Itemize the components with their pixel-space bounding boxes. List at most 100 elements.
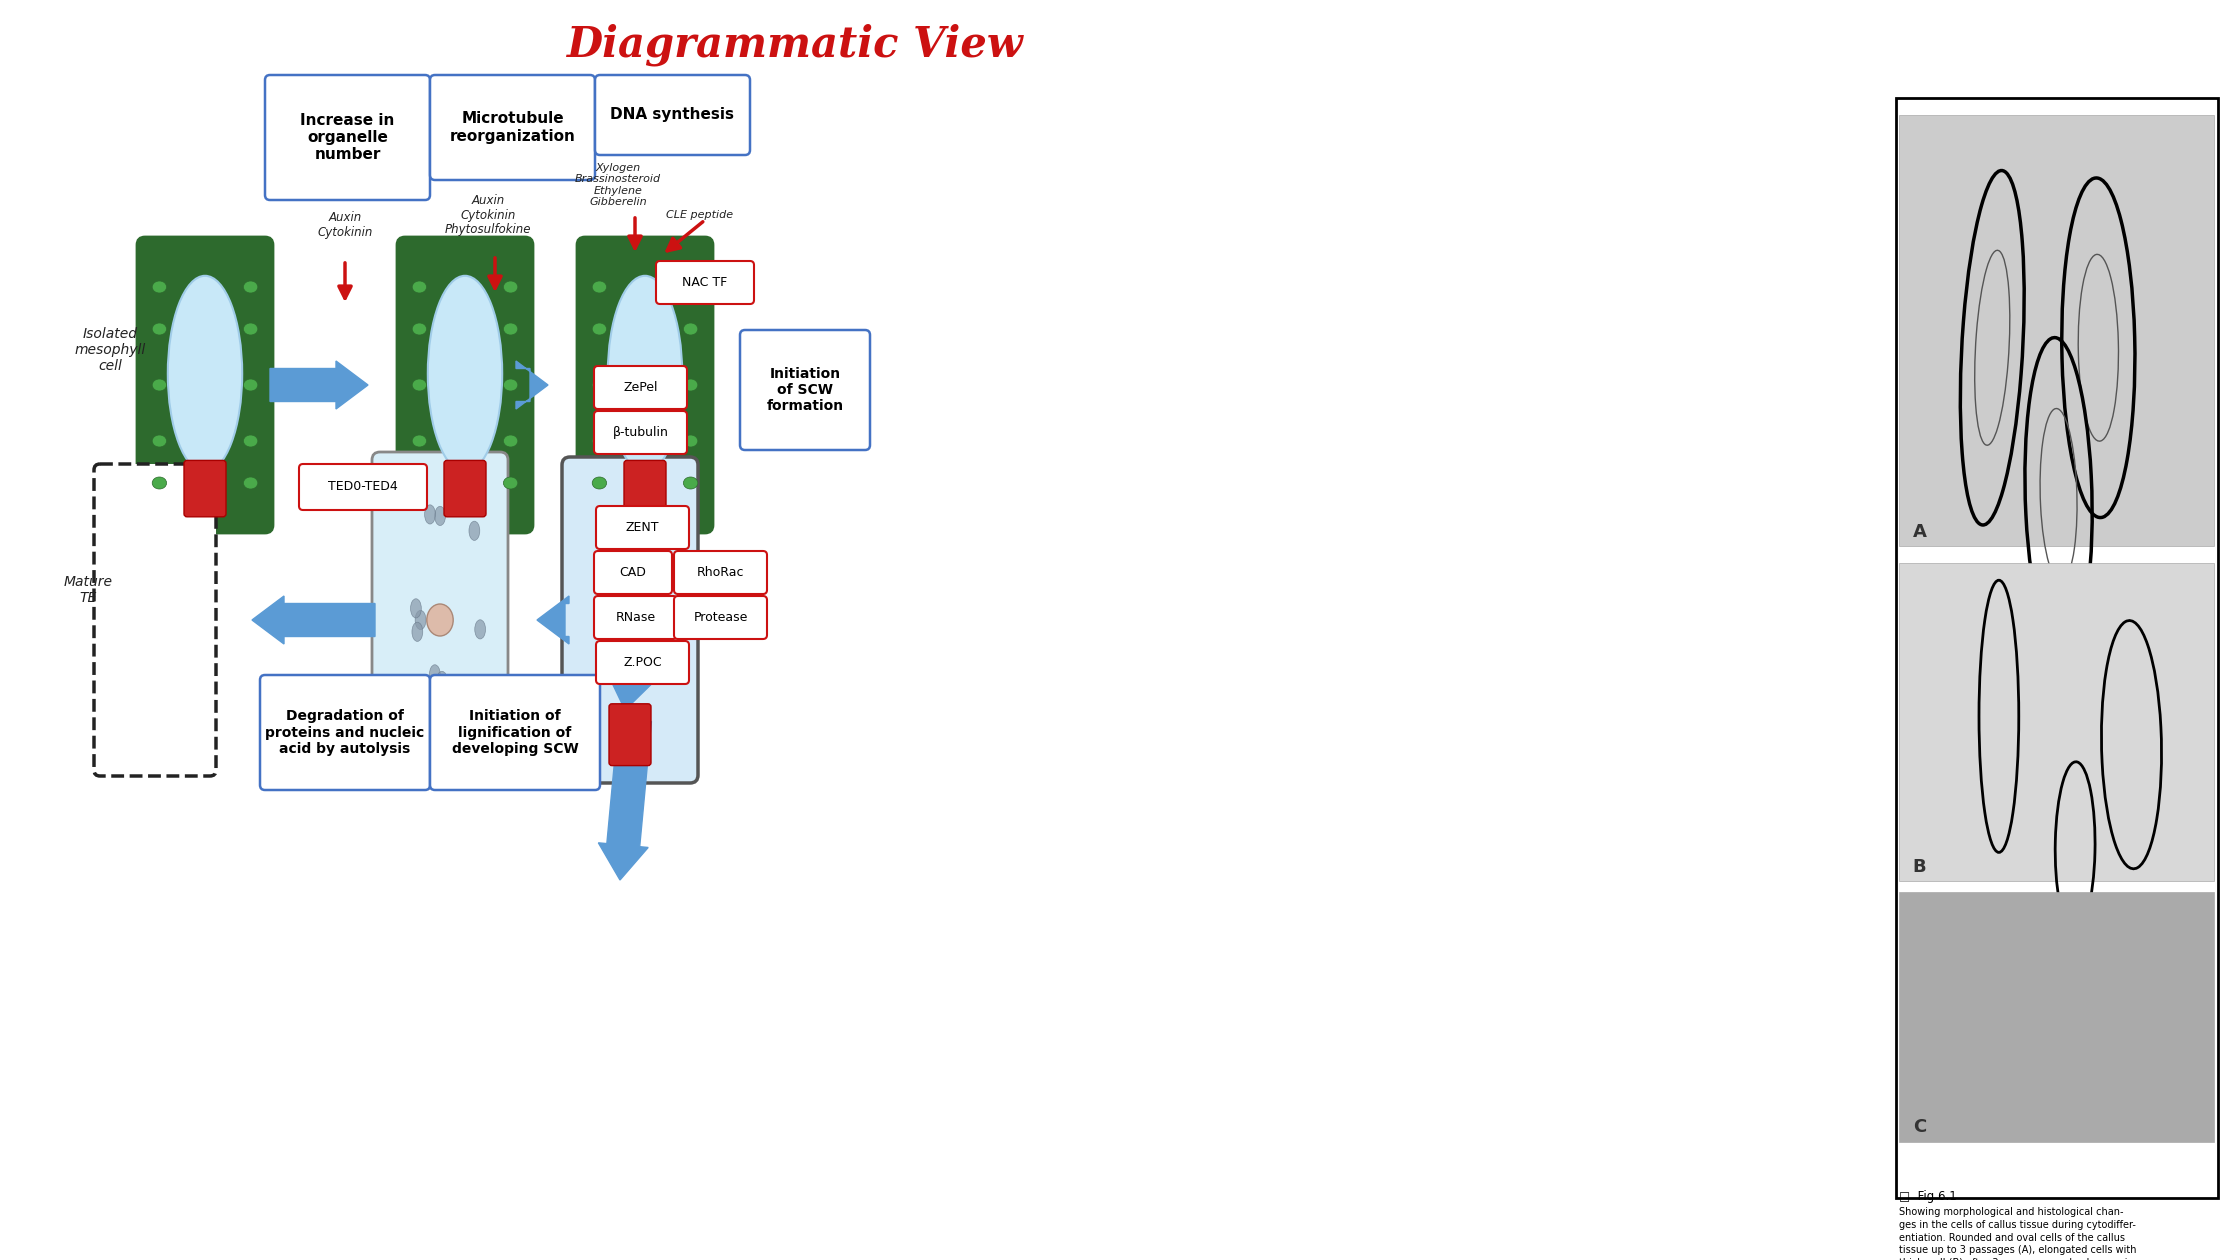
FancyBboxPatch shape	[578, 237, 712, 533]
FancyArrow shape	[271, 362, 367, 410]
FancyBboxPatch shape	[596, 507, 690, 549]
Text: Initiation of
lignification of
developing SCW: Initiation of lignification of developin…	[452, 709, 578, 756]
Ellipse shape	[426, 505, 435, 524]
FancyBboxPatch shape	[656, 261, 755, 304]
FancyBboxPatch shape	[372, 452, 508, 788]
Ellipse shape	[152, 323, 166, 335]
Ellipse shape	[152, 379, 166, 391]
FancyBboxPatch shape	[396, 237, 533, 533]
Text: Initiation
of SCW
formation: Initiation of SCW formation	[766, 367, 844, 413]
Ellipse shape	[399, 678, 410, 698]
Text: ZePel: ZePel	[623, 381, 659, 394]
FancyBboxPatch shape	[596, 76, 750, 155]
Text: DNA synthesis: DNA synthesis	[612, 107, 735, 122]
Ellipse shape	[683, 281, 699, 294]
Ellipse shape	[683, 379, 699, 391]
Text: Auxin
Cytokinin
Phytosulfokine: Auxin Cytokinin Phytosulfokine	[446, 194, 531, 237]
Ellipse shape	[683, 478, 699, 489]
Text: Protease: Protease	[694, 611, 748, 624]
FancyBboxPatch shape	[430, 76, 596, 180]
Ellipse shape	[468, 522, 479, 541]
FancyBboxPatch shape	[625, 460, 665, 517]
FancyBboxPatch shape	[594, 411, 688, 454]
FancyArrow shape	[598, 718, 652, 879]
Ellipse shape	[244, 435, 258, 447]
Ellipse shape	[591, 323, 607, 335]
Ellipse shape	[412, 379, 426, 391]
Ellipse shape	[152, 478, 166, 489]
Ellipse shape	[504, 281, 517, 294]
Text: A: A	[1913, 523, 1926, 541]
Text: C: C	[1913, 1119, 1926, 1137]
Ellipse shape	[244, 478, 258, 489]
Text: Auxin
Cytokinin: Auxin Cytokinin	[318, 210, 372, 239]
FancyBboxPatch shape	[430, 675, 600, 790]
FancyBboxPatch shape	[260, 675, 430, 790]
Ellipse shape	[444, 719, 455, 740]
Ellipse shape	[414, 610, 426, 630]
Ellipse shape	[430, 665, 441, 684]
Text: ZENT: ZENT	[625, 520, 659, 534]
Text: Microtubule
reorganization: Microtubule reorganization	[450, 111, 576, 144]
FancyBboxPatch shape	[594, 551, 672, 593]
Ellipse shape	[168, 276, 242, 471]
Bar	[1900, 892, 2215, 1142]
Ellipse shape	[504, 435, 517, 447]
Ellipse shape	[244, 379, 258, 391]
Ellipse shape	[417, 711, 428, 730]
Ellipse shape	[683, 323, 699, 335]
FancyBboxPatch shape	[1895, 98, 2218, 1198]
FancyBboxPatch shape	[674, 551, 766, 593]
FancyBboxPatch shape	[594, 365, 688, 410]
Bar	[1900, 563, 2215, 881]
Ellipse shape	[437, 672, 448, 690]
Ellipse shape	[152, 435, 166, 447]
FancyBboxPatch shape	[609, 704, 652, 766]
Ellipse shape	[475, 620, 486, 639]
Ellipse shape	[450, 684, 461, 703]
Text: TED0-TED4: TED0-TED4	[327, 480, 399, 494]
Ellipse shape	[591, 281, 607, 294]
FancyBboxPatch shape	[594, 596, 676, 639]
Ellipse shape	[470, 495, 482, 514]
Ellipse shape	[591, 379, 607, 391]
Ellipse shape	[591, 435, 607, 447]
Text: Diagrammatic View: Diagrammatic View	[567, 24, 1024, 67]
FancyBboxPatch shape	[674, 596, 766, 639]
Ellipse shape	[607, 276, 683, 471]
Ellipse shape	[435, 507, 446, 525]
Ellipse shape	[412, 435, 426, 447]
Text: Increase in
organelle
number: Increase in organelle number	[300, 112, 394, 163]
Text: β-tubulin: β-tubulin	[612, 426, 668, 438]
FancyBboxPatch shape	[739, 330, 869, 450]
FancyBboxPatch shape	[184, 460, 226, 517]
Ellipse shape	[428, 276, 502, 471]
Text: NAC TF: NAC TF	[683, 276, 728, 289]
Ellipse shape	[412, 281, 426, 294]
Ellipse shape	[591, 478, 607, 489]
Ellipse shape	[412, 478, 426, 489]
Ellipse shape	[244, 323, 258, 335]
Text: Z.POC: Z.POC	[623, 656, 661, 669]
Text: Degradation of
proteins and nucleic
acid by autolysis: Degradation of proteins and nucleic acid…	[264, 709, 426, 756]
Bar	[1900, 116, 2215, 547]
Text: Showing morphological and histological chan-
ges in the cells of callus tissue d: Showing morphological and histological c…	[1900, 1207, 2137, 1260]
Ellipse shape	[412, 323, 426, 335]
Text: Mature
TE: Mature TE	[63, 575, 112, 605]
Text: RNase: RNase	[616, 611, 656, 624]
Ellipse shape	[428, 604, 452, 636]
FancyArrow shape	[515, 362, 549, 410]
Ellipse shape	[410, 598, 421, 617]
Text: RhoRac: RhoRac	[697, 566, 744, 580]
Ellipse shape	[504, 379, 517, 391]
Ellipse shape	[244, 281, 258, 294]
Ellipse shape	[152, 281, 166, 294]
FancyBboxPatch shape	[264, 76, 430, 200]
Text: Xylogen
Brassinosteroid
Ethylene
Gibberelin: Xylogen Brassinosteroid Ethylene Gibbere…	[576, 163, 661, 208]
Text: B: B	[1913, 858, 1926, 876]
FancyBboxPatch shape	[94, 464, 215, 776]
FancyArrow shape	[607, 537, 672, 709]
FancyBboxPatch shape	[137, 237, 273, 533]
Ellipse shape	[504, 323, 517, 335]
Text: Isolated
mesophyll
cell: Isolated mesophyll cell	[74, 326, 146, 373]
